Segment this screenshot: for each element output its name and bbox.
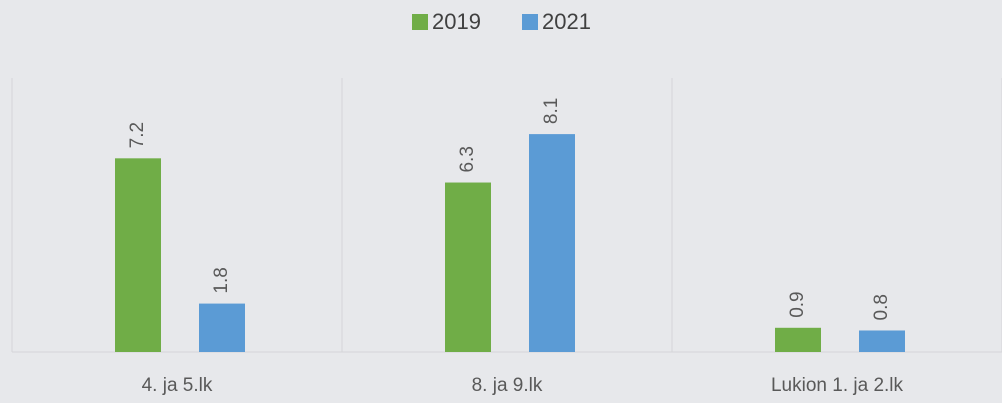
data-label: 8.1 — [541, 98, 562, 124]
legend-label: 2021 — [542, 9, 591, 34]
data-label: 6.3 — [457, 146, 478, 172]
bar — [115, 158, 161, 352]
bar — [775, 327, 821, 352]
bar — [445, 182, 491, 352]
bar — [859, 330, 905, 352]
x-tick-label: Lukion 1. ja 2.lk — [771, 375, 904, 396]
bar — [199, 303, 245, 352]
data-label: 0.8 — [871, 294, 892, 320]
x-tick-label: 8. ja 9.lk — [472, 375, 543, 396]
x-tick-label: 4. ja 5.lk — [142, 375, 213, 396]
data-label: 1.8 — [211, 267, 232, 293]
data-label: 7.2 — [127, 122, 148, 148]
legend-label: 2019 — [432, 9, 481, 34]
bar — [529, 134, 575, 352]
data-label: 0.9 — [787, 291, 808, 317]
legend-swatch — [522, 14, 538, 30]
legend-swatch — [412, 14, 428, 30]
